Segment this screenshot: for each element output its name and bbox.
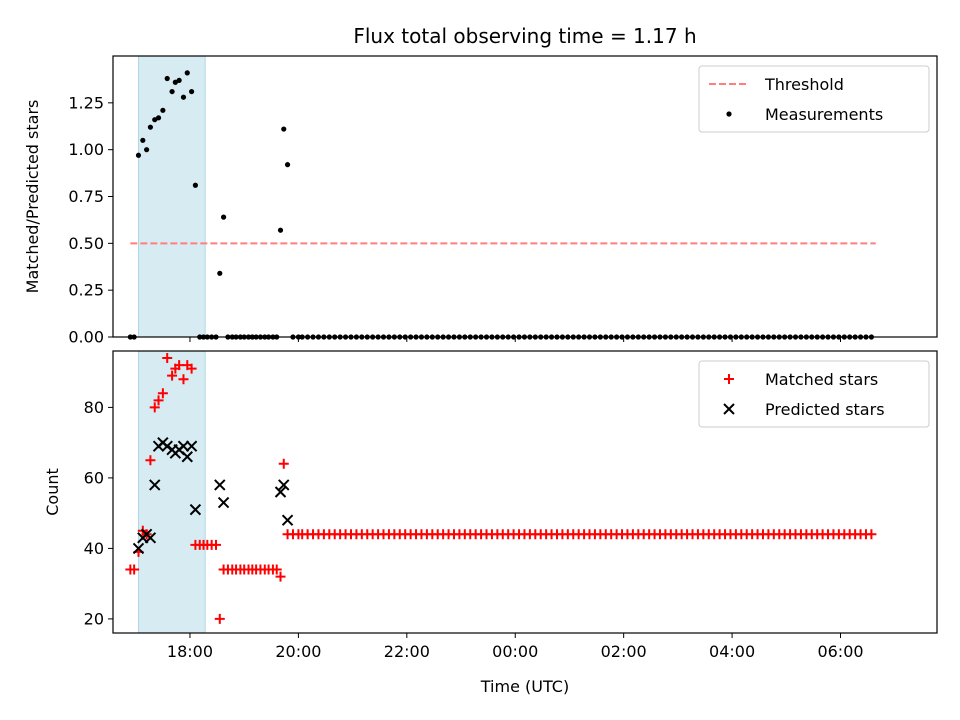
x-tick-label: 22:00 [384, 642, 430, 661]
y-tick-label: 0.25 [68, 281, 104, 300]
legend-label: Threshold [764, 75, 844, 94]
legend-label: Measurements [765, 105, 883, 124]
data-point [281, 126, 287, 132]
data-point [162, 353, 173, 364]
data-point [220, 214, 227, 220]
y-tick-label: 20 [84, 609, 104, 628]
x-axis-label: Time (UTC) [480, 677, 569, 696]
y-axis-label: Matched/Predicted stars [23, 100, 42, 294]
y-tick-label: 0.50 [68, 234, 104, 253]
axes-frame [112, 350, 938, 634]
x-tick-label: 18:00 [167, 642, 213, 661]
count-panel: 20 40 60 80 18:00 20:00 22:00 00:00 02:00 04:00 06… [43, 350, 938, 661]
data-point [214, 613, 225, 624]
data-point [181, 451, 193, 463]
data-point [140, 137, 146, 143]
data-point [189, 503, 202, 516]
observing-span [137, 350, 206, 634]
data-point [132, 542, 145, 555]
data-point [144, 532, 157, 544]
data-point [169, 88, 175, 95]
legend-label: Predicted stars [765, 400, 885, 419]
data-point [275, 571, 286, 582]
data-point [149, 479, 161, 491]
observing-span [137, 55, 206, 338]
x-tick-label: 00:00 [492, 642, 538, 661]
y-tick-label: 80 [84, 398, 104, 417]
legend: Threshold Measurements [698, 65, 930, 133]
data-point [147, 124, 154, 130]
data-point [217, 270, 223, 276]
legend-box [698, 360, 930, 428]
data-point [176, 77, 182, 83]
data-point [167, 370, 178, 381]
data-point [217, 496, 230, 509]
data-point [180, 94, 187, 100]
legend-swatch [726, 111, 732, 117]
data-point [149, 402, 160, 413]
legend-label: Matched stars [765, 370, 878, 389]
data-point [284, 162, 291, 168]
data-point [177, 440, 190, 452]
data-point [278, 479, 290, 491]
y-tick-label: 40 [84, 539, 104, 558]
data-point [214, 479, 226, 491]
data-point [157, 388, 168, 399]
data-point [144, 147, 150, 153]
x-tick-label: 20:00 [275, 642, 321, 661]
chart-title: Flux total observing time = 1.17 h [353, 24, 696, 48]
data-point [129, 564, 140, 575]
data-point [189, 88, 195, 95]
data-point [155, 115, 162, 121]
data-point [135, 152, 142, 158]
data-point [281, 514, 294, 526]
data-point [274, 486, 287, 498]
y-axis-label: Count [43, 468, 62, 516]
data-point [278, 458, 289, 469]
data-point [164, 75, 170, 82]
y-tick-label: 1.25 [68, 93, 104, 112]
data-point [211, 539, 221, 550]
x-tick-label: 06:00 [817, 642, 863, 661]
x-tick-label: 02:00 [601, 642, 647, 661]
data-point [192, 182, 198, 188]
ratio-panel: 0.00 0.25 0.50 0.75 1.00 1.25 Matched/Predicte… [23, 55, 938, 347]
y-tick-label: 60 [84, 468, 104, 487]
series-predicted-stars [132, 436, 294, 555]
data-point [184, 70, 190, 76]
x-tick-label: 04:00 [709, 642, 755, 661]
data-point [145, 455, 156, 466]
y-tick-label: 1.00 [68, 140, 104, 159]
data-point [178, 374, 189, 385]
legend-box [698, 65, 930, 133]
data-point [186, 363, 197, 374]
legend: Matched stars Predicted stars [698, 360, 930, 428]
legend-swatch [723, 403, 735, 415]
data-point [277, 227, 284, 233]
data-point [271, 564, 282, 575]
y-tick-label: 0.75 [68, 187, 104, 206]
y-tick-label: 0.00 [68, 328, 104, 347]
data-point [160, 107, 166, 113]
legend-swatch [724, 374, 734, 384]
data-point [866, 529, 877, 540]
data-point [153, 395, 164, 406]
data-point [185, 440, 198, 452]
